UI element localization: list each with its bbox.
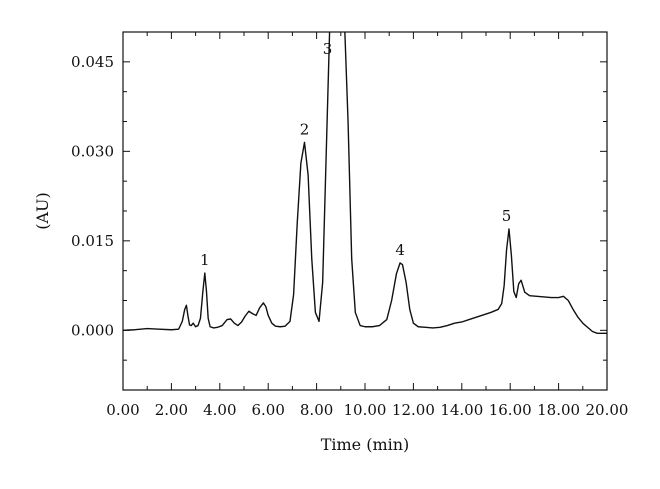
- y-tick-label: 0.045: [71, 53, 114, 71]
- peak-label-2: 2: [300, 120, 310, 138]
- peak-labels: 1 2 3 4 5: [200, 40, 511, 269]
- y-tick-label: 0.030: [71, 142, 114, 160]
- x-tick-label: 2.00: [155, 401, 188, 419]
- x-tick-label: 6.00: [251, 401, 284, 419]
- x-tick-label: 4.00: [203, 401, 236, 419]
- plot-frame-group: [122, 31, 608, 391]
- x-tick-label: 14.00: [440, 401, 483, 419]
- y-tick-label: 0.015: [71, 232, 114, 250]
- x-tick-label: 12.00: [392, 401, 435, 419]
- x-tick-label: 18.00: [537, 401, 580, 419]
- x-tick-label: 8.00: [300, 401, 333, 419]
- x-tick-label: 16.00: [489, 401, 532, 419]
- x-tick-label: 10.00: [344, 401, 387, 419]
- y-tick-label: 0.000: [71, 321, 114, 339]
- y-axis-ticks: 0.000 0.015 0.030 0.045: [71, 31, 607, 391]
- x-axis-title: Time (min): [321, 435, 410, 454]
- peak-label-4: 4: [395, 241, 405, 259]
- absorbance-trace: [123, 32, 607, 335]
- trace-group: [123, 32, 607, 335]
- x-tick-label: 20.00: [586, 401, 629, 419]
- x-axis-ticks: 0.00 2.00 4.00 6.00 8.00 10.00 12.00 14.00 16.00…: [106, 32, 628, 419]
- x-tick-label: 0.00: [106, 401, 139, 419]
- peak-label-1: 1: [200, 251, 210, 269]
- peak-label-3: 3: [323, 40, 333, 58]
- plot-frame: [122, 31, 608, 391]
- y-axis-title: (AU): [33, 192, 52, 230]
- peak-label-5: 5: [502, 207, 512, 225]
